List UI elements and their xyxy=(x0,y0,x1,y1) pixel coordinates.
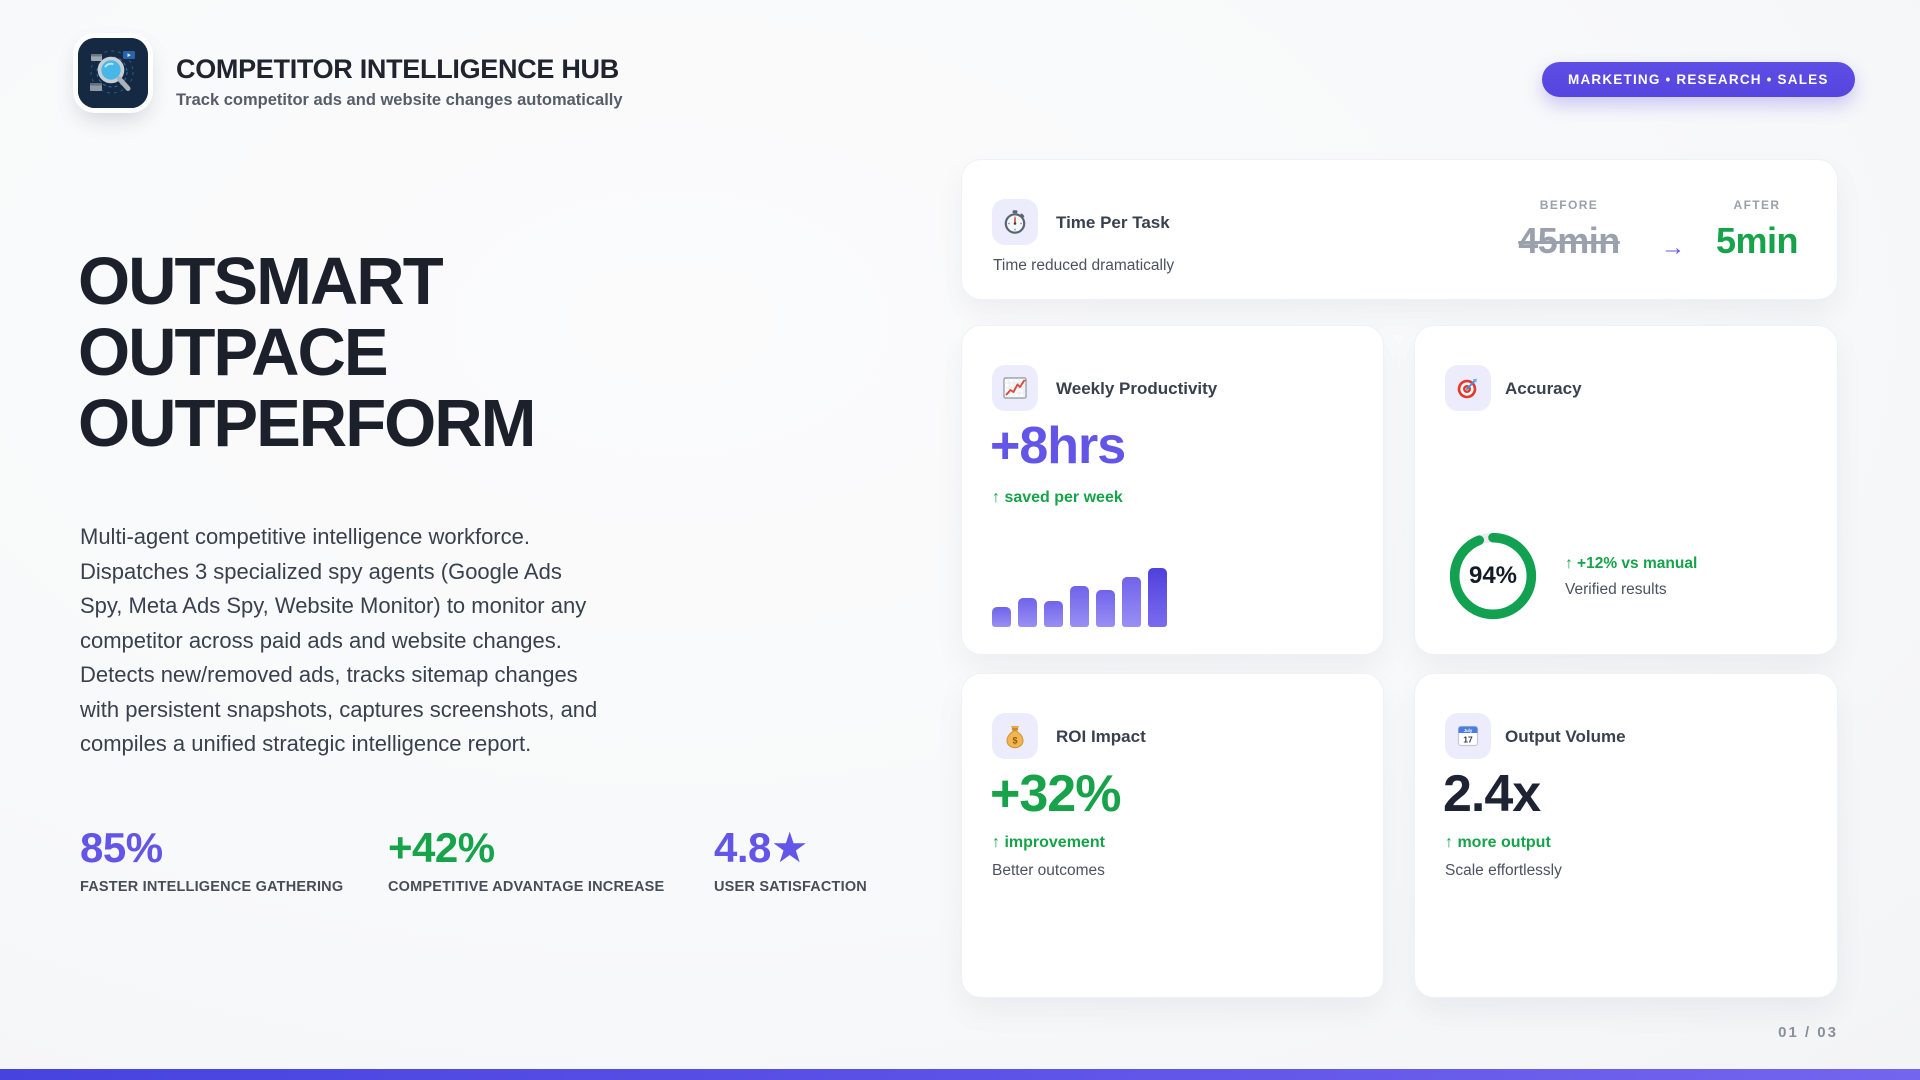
card-title: ROI Impact xyxy=(1056,727,1146,746)
icon-chip: $ xyxy=(992,713,1038,759)
hero-description: Multi-agent competitive intelligence wor… xyxy=(80,524,598,756)
card-title: Time Per Task xyxy=(1056,213,1170,232)
icon-chip xyxy=(992,199,1038,245)
chart-up-icon xyxy=(1003,377,1027,399)
svg-text:17: 17 xyxy=(1463,735,1473,745)
bar-segment xyxy=(1096,590,1115,627)
card-value: +32% xyxy=(990,765,1121,823)
card-value: 2.4x xyxy=(1443,765,1541,823)
card-value: +8hrs xyxy=(990,417,1126,475)
before-label: BEFORE xyxy=(1539,198,1599,212)
card-title: Accuracy xyxy=(1505,379,1582,398)
headline-line-3: OUTPERFORM xyxy=(78,386,536,461)
stat-user-satisfaction: 4.8★ USER SATISFACTION xyxy=(714,824,867,896)
stat-value: 4.8★ xyxy=(714,824,809,871)
before-column: BEFORE 45min xyxy=(1504,198,1634,262)
bar-segment xyxy=(1148,568,1167,627)
accuracy-donut-progress xyxy=(1449,532,1537,620)
stat-label: FASTER INTELLIGENCE GATHERING xyxy=(80,879,344,895)
audience-badge: MARKETING • RESEARCH • SALES xyxy=(1542,62,1855,97)
card-trend: ↑ +12% vs manual xyxy=(1565,555,1698,572)
magnifier-radar-icon xyxy=(78,38,148,108)
app-logo xyxy=(78,38,148,108)
productivity-bar-chart xyxy=(992,567,1167,627)
svg-text:$: $ xyxy=(1012,736,1017,746)
bar-segment xyxy=(992,607,1011,627)
card-trend: ↑ improvement xyxy=(992,834,1105,851)
donut-ring xyxy=(1449,532,1537,620)
after-value: 5min xyxy=(1715,220,1799,261)
card-accuracy: Accuracy 94% ↑ +12% vs manual Verified r… xyxy=(1414,325,1838,655)
bar-segment xyxy=(1044,601,1063,627)
after-label: AFTER xyxy=(1733,198,1781,212)
stat-label: USER SATISFACTION xyxy=(714,879,867,895)
card-output-volume: July 17 Output Volume 2.4x ↑ more output… xyxy=(1414,673,1838,998)
card-title: Weekly Productivity xyxy=(1056,379,1218,398)
page-subtitle: Track competitor ads and website changes… xyxy=(176,91,623,109)
icon-chip: July 17 xyxy=(1445,713,1491,759)
card-trend: ↑ more output xyxy=(1445,834,1551,851)
brand-block: COMPETITOR INTELLIGENCE HUB Track compet… xyxy=(176,54,623,110)
bottom-accent-bar xyxy=(0,1069,1920,1080)
accuracy-percent: 94% xyxy=(1468,562,1518,589)
card-weekly-productivity: Weekly Productivity +8hrs ↑ saved per we… xyxy=(961,325,1384,655)
bar-segment xyxy=(1122,577,1141,627)
money-bag-icon: $ xyxy=(1006,726,1024,749)
card-caption: Better outcomes xyxy=(992,862,1105,879)
icon-chip xyxy=(1445,365,1491,411)
calendar-icon: July 17 xyxy=(1457,725,1479,747)
page-title: COMPETITOR INTELLIGENCE HUB xyxy=(176,54,619,84)
stat-value: 85% xyxy=(80,824,163,871)
card-caption: Scale effortlessly xyxy=(1445,862,1562,879)
headline-line-2: OUTPACE xyxy=(78,315,389,390)
stat-value: +42% xyxy=(388,824,495,871)
card-time-per-task: Time Per Task Time reduced dramatically … xyxy=(961,159,1838,300)
card-trend: ↑ saved per week xyxy=(992,489,1123,506)
page-counter: 01 / 03 xyxy=(1778,1024,1838,1041)
stat-faster-gathering: 85% FASTER INTELLIGENCE GATHERING xyxy=(80,824,344,896)
target-icon xyxy=(1457,378,1477,399)
stopwatch-icon xyxy=(1004,210,1026,234)
arrow-right-icon: → xyxy=(1661,234,1685,261)
stat-label: COMPETITIVE ADVANTAGE INCREASE xyxy=(388,879,665,895)
card-caption: Verified results xyxy=(1565,581,1667,598)
stat-advantage-increase: +42% COMPETITIVE ADVANTAGE INCREASE xyxy=(388,824,665,896)
card-caption: Time reduced dramatically xyxy=(993,257,1175,274)
accuracy-donut: 94% xyxy=(1447,530,1539,622)
hero-headline: OUTSMART OUTPACE OUTPERFORM xyxy=(78,244,536,461)
icon-chip xyxy=(992,365,1038,411)
card-title: Output Volume xyxy=(1505,727,1626,746)
headline-line-1: OUTSMART xyxy=(78,244,444,319)
audience-badge-label: MARKETING • RESEARCH • SALES xyxy=(1568,72,1829,87)
svg-text:July: July xyxy=(1464,728,1473,733)
after-column: AFTER 5min xyxy=(1692,198,1822,262)
bar-segment xyxy=(1070,586,1089,627)
before-value: 45min xyxy=(1518,220,1620,261)
bar-segment xyxy=(1018,598,1037,627)
card-roi-impact: $ ROI Impact +32% ↑ improvement Better o… xyxy=(961,673,1384,998)
